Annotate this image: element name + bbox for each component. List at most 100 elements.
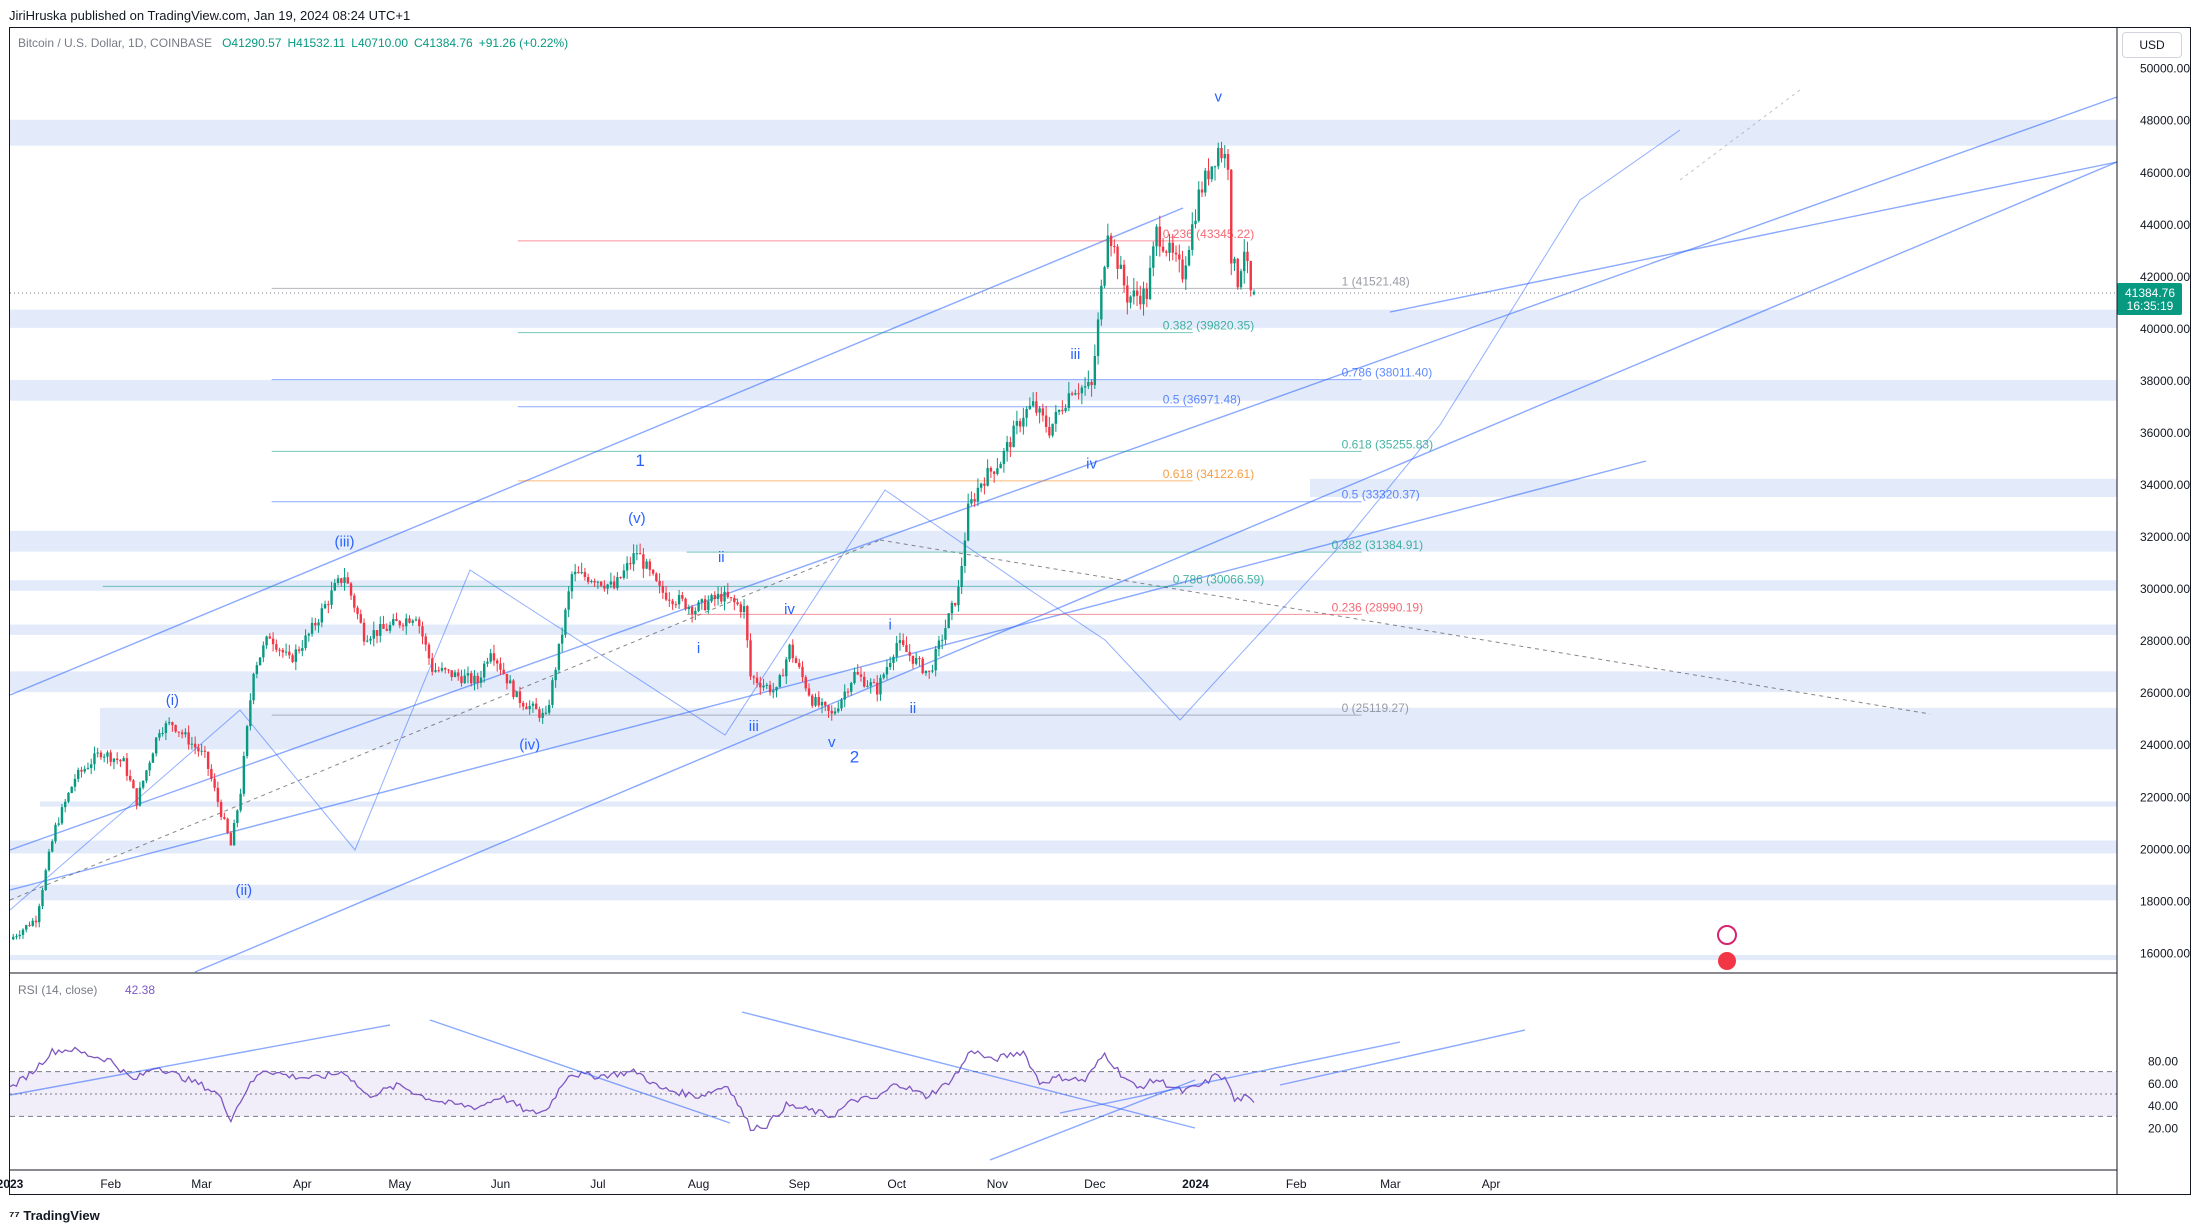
- candle-body: [1051, 423, 1054, 436]
- candle-body: [781, 675, 785, 677]
- candle-body: [1005, 442, 1009, 451]
- trendline: [194, 161, 2118, 973]
- candle-body: [431, 658, 434, 672]
- candle-body: [245, 726, 249, 757]
- candle-body: [401, 625, 405, 627]
- candle-body: [1210, 166, 1213, 180]
- trendline: [9, 460, 1647, 891]
- candle-body: [684, 598, 687, 610]
- candle-body: [239, 793, 242, 811]
- candle-body: [775, 686, 778, 691]
- candle-body: [44, 870, 47, 891]
- candle-body: [1083, 386, 1087, 388]
- candle-body: [57, 823, 60, 825]
- candle-body: [1142, 288, 1145, 305]
- candle-body: [223, 817, 226, 819]
- candle-body: [502, 669, 505, 674]
- candle-body: [804, 677, 807, 689]
- price-axis-tick: 50000.00: [2140, 62, 2190, 76]
- candle-body: [1067, 393, 1071, 409]
- candle-body: [304, 635, 307, 649]
- candle-body: [463, 675, 466, 684]
- wave-label: iii: [1070, 346, 1080, 363]
- candle-body: [1249, 261, 1252, 291]
- candle-body: [353, 595, 356, 608]
- support-zone: [10, 309, 2117, 328]
- candle-body: [999, 463, 1002, 469]
- candle-body: [1223, 154, 1226, 159]
- candle-body: [707, 601, 710, 610]
- currency-button[interactable]: USD: [2122, 32, 2182, 58]
- candle-body: [434, 670, 437, 672]
- time-axis-tick: Apr: [293, 1177, 312, 1191]
- candle-body: [437, 670, 440, 672]
- candle-body: [466, 673, 470, 676]
- candle-body: [47, 851, 51, 871]
- candle-body: [1230, 169, 1233, 264]
- time-axis-tick: Oct: [887, 1177, 906, 1191]
- candle-body: [885, 667, 889, 675]
- candle-body: [778, 675, 781, 687]
- candle-body: [460, 676, 463, 684]
- chart-frame: [9, 27, 2191, 1195]
- candle-body: [128, 775, 132, 781]
- candle-body: [25, 925, 28, 930]
- price-axis-tick: 46000.00: [2140, 166, 2190, 180]
- wave-label: (ii): [236, 882, 253, 899]
- time-axis-tick: Mar: [191, 1177, 212, 1191]
- candle-body: [1103, 267, 1106, 286]
- candle-body: [937, 640, 941, 650]
- support-zone: [1310, 478, 2117, 498]
- fib-level-label: 0.618 (34122.61): [1163, 467, 1254, 481]
- price-axis-tick: 30000.00: [2140, 582, 2190, 596]
- candle-body: [258, 657, 262, 666]
- candle-body: [986, 467, 989, 486]
- wave-label: iii: [749, 718, 759, 735]
- candle-body: [38, 906, 41, 923]
- candle-body: [421, 626, 424, 637]
- median-dashed-line: [879, 539, 1931, 715]
- candle-body: [791, 644, 794, 659]
- candle-body: [187, 732, 190, 745]
- candle-body: [950, 602, 954, 614]
- candle-body: [265, 636, 268, 646]
- candle-body: [983, 483, 986, 486]
- candle-body: [577, 571, 580, 574]
- candle-body: [362, 622, 366, 642]
- candle-body: [236, 810, 239, 824]
- candle-body: [288, 651, 291, 656]
- candle-body: [418, 619, 421, 627]
- support-zone: [40, 801, 2117, 807]
- candle-body: [1239, 271, 1243, 288]
- flag-icon: [1718, 952, 1736, 970]
- candle-body: [294, 649, 298, 662]
- fib-level-label: 0.382 (31384.91): [1332, 538, 1423, 552]
- candle-body: [1100, 285, 1103, 320]
- candle-body: [1152, 246, 1155, 268]
- candle-body: [67, 792, 70, 802]
- time-axis-tick: Feb: [100, 1177, 121, 1191]
- candle-body: [551, 680, 554, 705]
- candle-body: [203, 750, 207, 752]
- candle-body: [96, 752, 99, 754]
- candle-body: [801, 666, 804, 678]
- candle-body: [616, 577, 619, 589]
- candle-body: [70, 786, 73, 793]
- time-axis-tick: 2023: [0, 1177, 24, 1191]
- candle-body: [788, 644, 791, 660]
- legend-close: C41384.76: [414, 36, 473, 50]
- candle-body: [953, 602, 957, 606]
- candle-body: [840, 699, 843, 709]
- candle-body: [681, 595, 684, 599]
- candle-body: [1226, 154, 1230, 170]
- price-axis-tick: 26000.00: [2140, 686, 2190, 700]
- candle-body: [931, 670, 934, 672]
- candle-body: [86, 767, 90, 769]
- event-icon: [1717, 925, 1737, 945]
- support-zone: [10, 379, 2117, 401]
- candle-body: [677, 595, 681, 605]
- candle-body: [541, 712, 544, 718]
- support-zone: [10, 530, 2117, 552]
- candle-body: [1070, 393, 1074, 395]
